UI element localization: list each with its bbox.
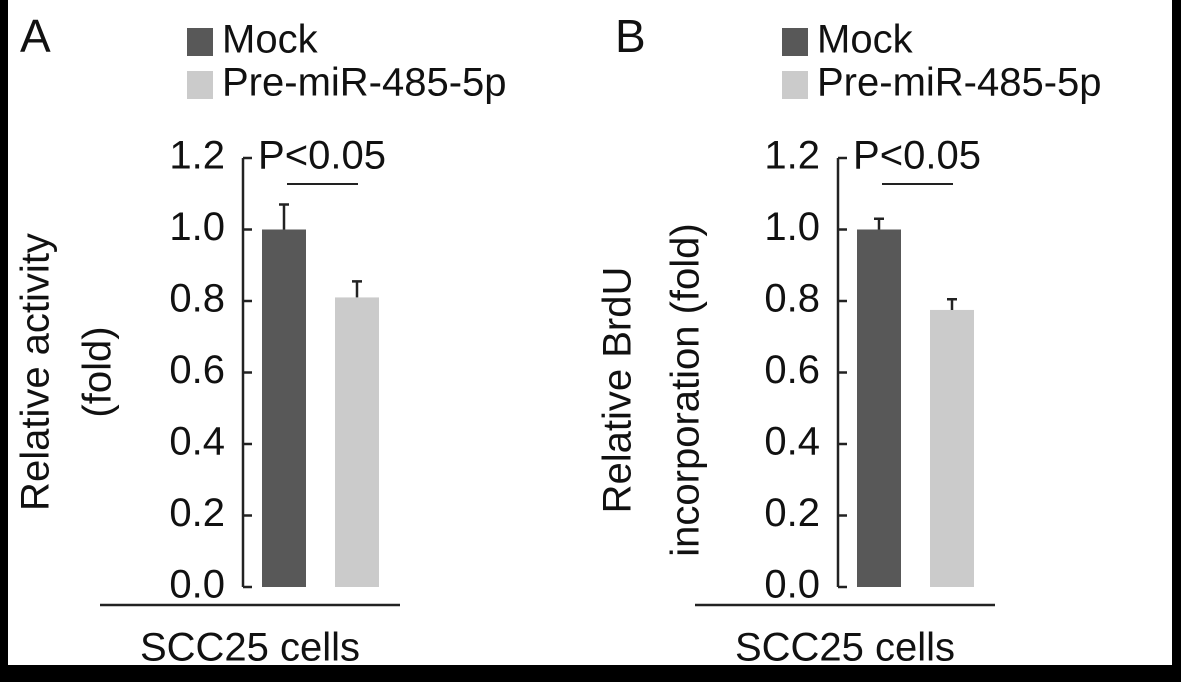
legend-swatch [187, 28, 213, 56]
y-tick-label: 0.0 [169, 563, 225, 607]
y-axis-label: (fold) [76, 326, 120, 417]
y-tick-label: 1.0 [169, 205, 225, 249]
legend-label: Pre-miR-485-5p [222, 61, 507, 105]
y-tick-label: 0.8 [764, 277, 820, 321]
y-tick-label: 1.0 [764, 205, 820, 249]
error-bar [352, 280, 362, 298]
legend-swatch [782, 71, 808, 99]
bar [262, 229, 306, 587]
legend-label: Mock [817, 18, 914, 62]
error-bar [874, 217, 884, 230]
legend-swatch [187, 71, 213, 99]
y-tick-label: 0.2 [764, 491, 820, 535]
x-axis-label: SCC25 cells [140, 626, 360, 670]
bar [930, 309, 974, 587]
error-bar [947, 297, 957, 310]
legend-label: Pre-miR-485-5p [817, 61, 1102, 105]
panel-label: A [20, 10, 51, 62]
y-tick-label: 0.2 [169, 491, 225, 535]
y-tick-label: 0.6 [764, 348, 820, 392]
y-axis-label: Relative BrdU [596, 267, 640, 514]
annotation: P<0.05 [853, 134, 981, 178]
y-tick-label: 0.4 [169, 420, 225, 464]
y-tick-label: 1.2 [169, 134, 225, 178]
legend-label: Mock [222, 18, 319, 62]
y-tick-label: 0.4 [764, 420, 820, 464]
panel-label: B [615, 10, 646, 62]
annotation: P<0.05 [258, 134, 386, 178]
y-tick-label: 0.8 [169, 277, 225, 321]
error-bar [279, 203, 289, 230]
y-axis-label: incorporation (fold) [664, 223, 708, 557]
bar [857, 229, 901, 587]
y-tick-label: 0.0 [764, 563, 820, 607]
y-tick-label: 1.2 [764, 134, 820, 178]
background [8, 0, 1172, 665]
y-tick-label: 0.6 [169, 348, 225, 392]
y-axis-label: Relative activity [14, 233, 58, 511]
x-axis-label: SCC25 cells [735, 626, 955, 670]
legend-swatch [782, 28, 808, 56]
bar [335, 297, 379, 587]
